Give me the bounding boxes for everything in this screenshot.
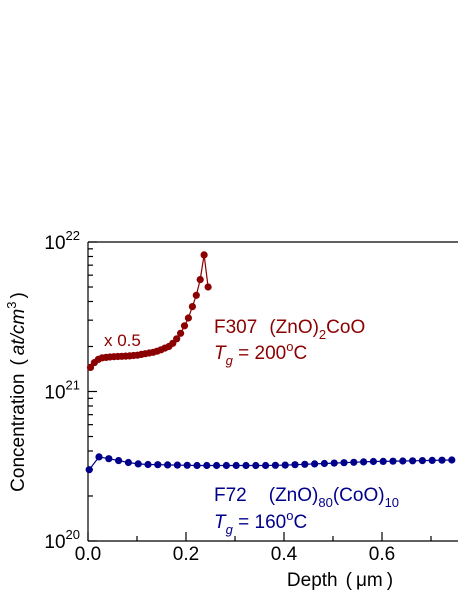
series-1 xyxy=(85,453,456,474)
data-point xyxy=(291,461,299,469)
x-axis-unit: μm xyxy=(356,570,383,591)
y-axis-unit-exponent: 3 xyxy=(4,302,19,309)
x-axis-label-text: Depth xyxy=(287,570,338,591)
data-point xyxy=(200,251,208,259)
data-point xyxy=(144,460,152,469)
x-tick-label: 0.6 xyxy=(369,544,395,565)
y-tick-label: 1021 xyxy=(44,378,80,404)
data-point xyxy=(193,461,201,470)
data-point xyxy=(409,457,417,465)
data-point xyxy=(438,456,446,464)
data-point xyxy=(196,276,204,284)
data-point xyxy=(340,459,348,467)
data-point xyxy=(124,458,132,467)
x-axis-label: Depth(μm) xyxy=(287,570,393,591)
data-point xyxy=(271,461,279,469)
y-axis-label-text: Concentration xyxy=(8,374,29,492)
data-point xyxy=(389,457,397,465)
data-point xyxy=(213,461,221,470)
data-point xyxy=(448,456,456,464)
data-point xyxy=(232,461,240,470)
scale-note: x 0.5 xyxy=(104,331,141,350)
data-point xyxy=(301,460,309,468)
data-point xyxy=(399,457,407,465)
data-point xyxy=(86,363,95,371)
data-point xyxy=(418,457,426,465)
data-point xyxy=(192,291,200,299)
data-point xyxy=(281,461,289,469)
x-ticks: 0.0 0.2 0.4 0.6 xyxy=(75,532,432,565)
series-layer xyxy=(85,251,456,474)
red-series-label-line1: F307 (ZnO)2CoO xyxy=(214,317,365,342)
data-point xyxy=(252,461,260,470)
y-tick-label: 1022 xyxy=(44,228,80,254)
data-point xyxy=(105,455,113,463)
y-tick-label: 1020 xyxy=(44,527,80,553)
data-point xyxy=(115,457,123,465)
data-point xyxy=(188,303,196,311)
x-tick-label: 0.2 xyxy=(173,544,199,565)
x-tick-label: 0.4 xyxy=(271,544,298,565)
data-point xyxy=(184,314,192,322)
data-point xyxy=(360,458,368,466)
data-point xyxy=(177,329,185,337)
data-point xyxy=(173,461,181,469)
series-0 xyxy=(86,251,212,371)
data-point xyxy=(369,457,377,466)
data-point xyxy=(95,453,103,461)
data-point xyxy=(204,283,212,291)
data-point xyxy=(428,456,436,464)
data-point xyxy=(203,461,211,470)
y-axis-label: Concentration(at/cm3) xyxy=(4,292,29,492)
data-point xyxy=(180,322,189,330)
blue-series-label-line2: Tg = 160oC xyxy=(214,508,307,537)
blue-series-label-line1: F72 (ZnO)80(CoO)10 xyxy=(214,485,399,510)
data-point xyxy=(183,461,191,469)
data-point xyxy=(154,461,162,469)
data-point xyxy=(173,335,181,343)
data-point xyxy=(311,460,319,468)
data-point xyxy=(330,459,338,467)
data-point xyxy=(222,461,230,470)
data-point xyxy=(164,461,172,469)
data-point xyxy=(350,458,358,466)
y-ticks: 1020 1021 1022 xyxy=(44,228,97,553)
data-point xyxy=(85,466,93,474)
data-point xyxy=(262,461,270,470)
series-line xyxy=(88,456,452,471)
data-point xyxy=(320,459,328,468)
data-point xyxy=(379,457,387,465)
x-tick-label: 0.0 xyxy=(75,544,101,565)
data-point xyxy=(242,461,250,470)
y-axis-unit: at/cm xyxy=(8,309,29,355)
data-point xyxy=(134,460,142,468)
red-series-label-line2: Tg = 200oC xyxy=(214,339,307,368)
